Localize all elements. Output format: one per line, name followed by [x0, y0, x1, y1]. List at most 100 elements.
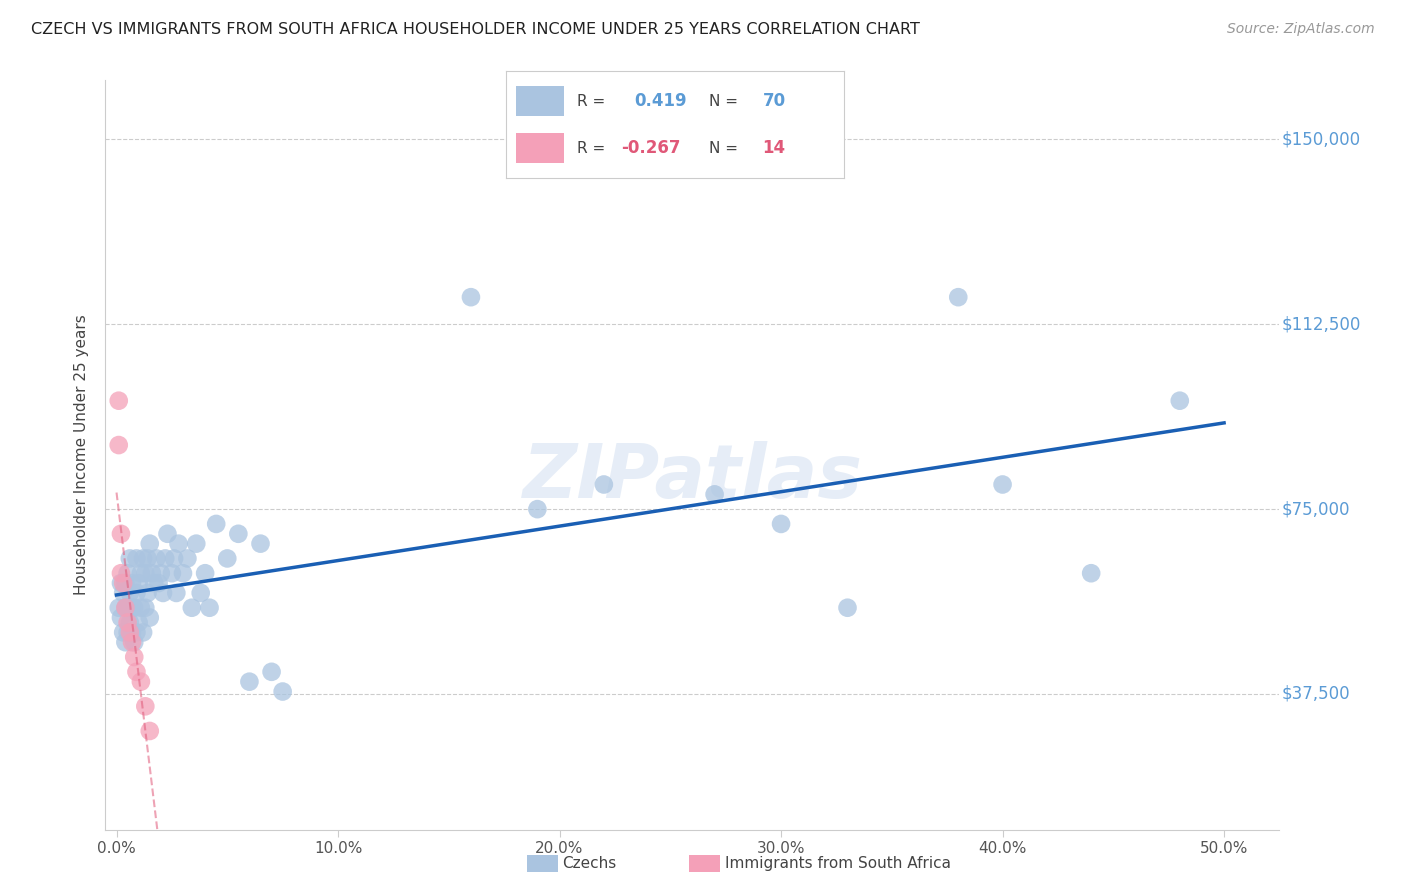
Bar [516, 134, 564, 163]
Point [118, 586, 141, 600]
Point [118, 551, 141, 566]
Point [122, 600, 145, 615]
Point [107, 600, 129, 615]
Point [121, 625, 143, 640]
Point [112, 586, 135, 600]
Point [122, 635, 145, 649]
Point [129, 674, 152, 689]
Point [134, 600, 156, 615]
Point [271, 684, 294, 698]
Point [160, 566, 183, 581]
Bar [516, 87, 564, 116]
Point [125, 625, 148, 640]
Point [152, 586, 174, 600]
Point [132, 551, 155, 566]
Point [145, 551, 167, 566]
Point [136, 551, 159, 566]
Point [198, 600, 221, 615]
Point [176, 551, 198, 566]
Point [129, 600, 152, 615]
Point [121, 600, 143, 615]
Point [136, 586, 159, 600]
Point [134, 699, 156, 714]
Point [117, 625, 139, 640]
Text: ZIPatlas: ZIPatlas [523, 441, 862, 514]
Point [156, 526, 179, 541]
Point [114, 600, 136, 615]
Point [129, 566, 152, 581]
Point [249, 536, 271, 550]
Point [149, 566, 172, 581]
Point [948, 290, 970, 304]
Point [110, 566, 132, 581]
Point [148, 576, 170, 591]
Point [110, 576, 132, 591]
Text: $150,000: $150,000 [1282, 130, 1361, 148]
Text: CZECH VS IMMIGRANTS FROM SOUTH AFRICA HOUSEHOLDER INCOME UNDER 25 YEARS CORRELAT: CZECH VS IMMIGRANTS FROM SOUTH AFRICA HO… [31, 22, 920, 37]
Point [139, 610, 162, 624]
Point [112, 576, 135, 591]
Point [107, 393, 129, 408]
Point [117, 615, 139, 630]
Point [163, 551, 186, 566]
Point [139, 723, 162, 738]
Point [1080, 566, 1102, 581]
Point [1168, 393, 1191, 408]
Point [117, 566, 139, 581]
Point [770, 516, 793, 531]
Text: 70: 70 [762, 93, 786, 111]
Point [114, 635, 136, 649]
Point [228, 526, 250, 541]
Text: 0.419: 0.419 [634, 93, 688, 111]
Point [592, 477, 614, 491]
Point [167, 536, 190, 550]
Point [128, 615, 150, 630]
Text: Czechs: Czechs [562, 856, 617, 871]
Point [118, 615, 141, 630]
Point [112, 625, 135, 640]
Point [117, 600, 139, 615]
Point [460, 290, 482, 304]
Point [205, 516, 228, 531]
Point [134, 566, 156, 581]
Text: 14: 14 [762, 139, 786, 157]
Point [107, 438, 129, 452]
Text: N =: N = [709, 141, 738, 156]
Point [194, 566, 217, 581]
Point [110, 526, 132, 541]
Text: $112,500: $112,500 [1282, 315, 1361, 334]
Point [190, 586, 212, 600]
Point [114, 576, 136, 591]
Point [837, 600, 859, 615]
Point [180, 600, 202, 615]
Text: $75,000: $75,000 [1282, 500, 1350, 518]
Point [139, 536, 162, 550]
Point [128, 576, 150, 591]
Point [132, 625, 155, 640]
Point [217, 551, 239, 566]
Point [143, 576, 166, 591]
Point [110, 610, 132, 624]
Point [165, 586, 187, 600]
Point [703, 487, 725, 501]
Point [114, 600, 136, 615]
Text: R =: R = [576, 141, 605, 156]
Text: Source: ZipAtlas.com: Source: ZipAtlas.com [1227, 22, 1375, 37]
Point [260, 665, 283, 679]
Point [238, 674, 260, 689]
Point [186, 536, 208, 550]
Text: N =: N = [709, 94, 738, 109]
Point [125, 586, 148, 600]
Point [121, 576, 143, 591]
Point [125, 551, 148, 566]
Point [118, 625, 141, 640]
Point [155, 551, 177, 566]
Point [122, 650, 145, 665]
Point [121, 635, 143, 649]
Text: Immigrants from South Africa: Immigrants from South Africa [725, 856, 952, 871]
Point [172, 566, 194, 581]
Text: R =: R = [576, 94, 605, 109]
Y-axis label: Householder Income Under 25 years: Householder Income Under 25 years [75, 315, 90, 595]
Point [526, 502, 548, 516]
Text: -0.267: -0.267 [621, 139, 681, 157]
